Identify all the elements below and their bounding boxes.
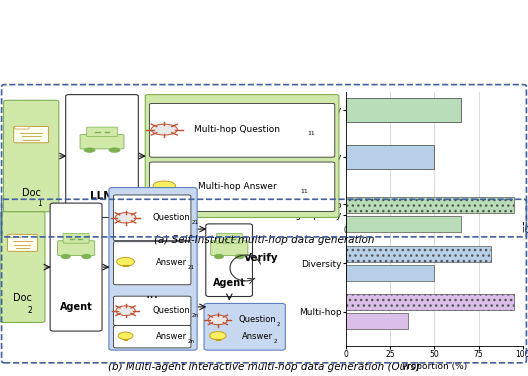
- FancyBboxPatch shape: [114, 326, 191, 348]
- FancyBboxPatch shape: [0, 212, 45, 323]
- Bar: [346, 265, 435, 281]
- FancyBboxPatch shape: [14, 126, 29, 129]
- FancyBboxPatch shape: [50, 203, 102, 331]
- Circle shape: [61, 254, 70, 259]
- FancyBboxPatch shape: [149, 162, 335, 211]
- FancyBboxPatch shape: [114, 296, 191, 325]
- FancyBboxPatch shape: [87, 127, 117, 136]
- Text: 21: 21: [187, 265, 194, 270]
- Text: 11: 11: [307, 131, 315, 136]
- Text: Question: Question: [239, 315, 277, 324]
- Circle shape: [118, 332, 133, 340]
- Circle shape: [82, 254, 91, 259]
- Circle shape: [235, 254, 244, 259]
- Text: Question: Question: [153, 213, 191, 222]
- Bar: [346, 193, 408, 216]
- FancyBboxPatch shape: [204, 303, 285, 350]
- Circle shape: [208, 315, 228, 325]
- FancyBboxPatch shape: [7, 234, 37, 252]
- Bar: [346, 216, 461, 232]
- Text: 21: 21: [191, 220, 198, 225]
- Text: ...: ...: [146, 287, 159, 301]
- Bar: [346, 246, 491, 262]
- Text: 2: 2: [27, 306, 32, 315]
- Text: Multi-hop Question: Multi-hop Question: [194, 125, 280, 134]
- Text: 2n: 2n: [187, 339, 194, 344]
- Circle shape: [210, 332, 226, 340]
- Bar: [346, 145, 435, 169]
- FancyBboxPatch shape: [58, 241, 95, 255]
- Text: 2: 2: [273, 339, 277, 344]
- Circle shape: [117, 257, 134, 266]
- FancyBboxPatch shape: [114, 195, 191, 241]
- Bar: [346, 98, 461, 121]
- FancyBboxPatch shape: [211, 241, 248, 255]
- Text: 2n: 2n: [191, 313, 198, 318]
- Text: Agent: Agent: [60, 302, 92, 312]
- Text: Answer: Answer: [156, 258, 187, 267]
- FancyBboxPatch shape: [206, 224, 252, 297]
- Text: LLM: LLM: [90, 191, 114, 201]
- Text: (a) Self-Instruct multi-hop data generation: (a) Self-Instruct multi-hop data generat…: [154, 235, 374, 245]
- FancyBboxPatch shape: [14, 126, 49, 143]
- Circle shape: [153, 181, 175, 190]
- Text: Multi-hop Answer: Multi-hop Answer: [197, 182, 276, 191]
- Text: (b) Multi-agent interactive multi-hop data generation (Ours): (b) Multi-agent interactive multi-hop da…: [108, 362, 420, 372]
- Text: Agent: Agent: [213, 278, 246, 288]
- FancyBboxPatch shape: [63, 233, 89, 243]
- Text: 1: 1: [37, 199, 42, 208]
- FancyBboxPatch shape: [8, 235, 21, 238]
- FancyBboxPatch shape: [65, 95, 138, 217]
- FancyBboxPatch shape: [149, 103, 335, 157]
- Circle shape: [115, 212, 136, 223]
- Circle shape: [84, 148, 95, 152]
- Text: Doc: Doc: [22, 188, 41, 198]
- FancyBboxPatch shape: [216, 233, 242, 243]
- Bar: [346, 313, 408, 329]
- Bar: [346, 294, 514, 311]
- Circle shape: [116, 306, 135, 315]
- FancyBboxPatch shape: [80, 135, 124, 149]
- Circle shape: [214, 254, 223, 259]
- X-axis label: Proportion (%): Proportion (%): [402, 238, 467, 247]
- Text: 11: 11: [300, 188, 308, 194]
- FancyBboxPatch shape: [109, 188, 197, 350]
- Bar: [346, 197, 514, 213]
- Circle shape: [151, 124, 177, 135]
- Text: Verify: Verify: [244, 253, 278, 264]
- Text: Answer: Answer: [156, 332, 187, 341]
- FancyBboxPatch shape: [114, 242, 191, 285]
- Text: Question: Question: [153, 306, 191, 315]
- Text: 2: 2: [277, 322, 280, 327]
- Text: Answer: Answer: [242, 332, 273, 341]
- Text: Doc: Doc: [13, 293, 32, 303]
- Circle shape: [109, 148, 120, 152]
- FancyBboxPatch shape: [4, 100, 59, 212]
- FancyBboxPatch shape: [145, 95, 339, 217]
- X-axis label: Proportion (%): Proportion (%): [402, 362, 467, 371]
